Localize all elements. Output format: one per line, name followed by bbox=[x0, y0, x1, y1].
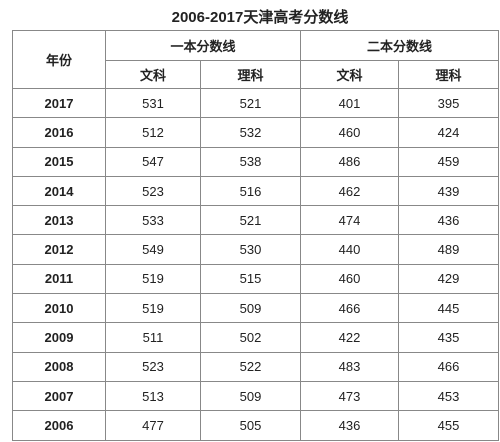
year-cell: 2006 bbox=[12, 410, 106, 441]
score-cell: 453 bbox=[398, 380, 500, 412]
score-cell: 395 bbox=[398, 87, 500, 119]
score-cell: 513 bbox=[105, 380, 201, 412]
group-header: 二本分数线 bbox=[300, 30, 500, 61]
score-cell: 466 bbox=[300, 293, 400, 324]
score-cell: 519 bbox=[105, 293, 201, 324]
score-cell: 532 bbox=[199, 117, 302, 148]
score-cell: 522 bbox=[199, 351, 302, 382]
year-cell: 2016 bbox=[12, 117, 106, 148]
group-header: 一本分数线 bbox=[104, 30, 302, 61]
table-row: 2009 511 502 422 435 bbox=[12, 322, 500, 353]
score-cell: 486 bbox=[300, 146, 400, 177]
score-cell: 439 bbox=[398, 175, 500, 207]
score-cell: 429 bbox=[398, 263, 500, 295]
score-table: 年份 一本分数线 二本分数线 文科 理科 文科 理科 2017 531 521 401… bbox=[12, 30, 500, 441]
table-row: 2017 531 521 401 395 bbox=[12, 87, 500, 119]
score-cell: 436 bbox=[398, 205, 500, 236]
score-cell: 483 bbox=[300, 351, 400, 382]
subject-header: 文科 bbox=[105, 60, 201, 89]
table-row: 2016 512 532 460 424 bbox=[12, 117, 500, 148]
score-cell: 436 bbox=[300, 410, 400, 441]
year-cell: 2010 bbox=[12, 293, 106, 324]
score-cell: 523 bbox=[105, 175, 201, 207]
score-cell: 422 bbox=[300, 322, 400, 353]
table-row: 2010 519 509 466 445 bbox=[12, 293, 500, 324]
score-cell: 455 bbox=[398, 410, 500, 441]
table-row: 2007 513 509 473 453 bbox=[12, 380, 500, 412]
subject-header: 理科 bbox=[398, 60, 500, 89]
table-row: 2014 523 516 462 439 bbox=[12, 175, 500, 207]
score-cell: 424 bbox=[398, 117, 500, 148]
score-cell: 523 bbox=[105, 351, 201, 382]
subject-header: 理科 bbox=[199, 60, 302, 89]
table-row: 2013 533 521 474 436 bbox=[12, 205, 500, 236]
table-row: 2015 547 538 486 459 bbox=[12, 146, 500, 177]
year-cell: 2015 bbox=[12, 146, 106, 177]
score-cell: 474 bbox=[300, 205, 400, 236]
table-row: 2006 477 505 436 455 bbox=[12, 410, 500, 441]
table-body: 2017 531 521 401 395 2016 512 532 460 424 2015 547 5… bbox=[12, 87, 500, 441]
score-cell: 460 bbox=[300, 117, 400, 148]
score-cell: 519 bbox=[105, 263, 201, 295]
score-cell: 459 bbox=[398, 146, 500, 177]
year-cell: 2008 bbox=[12, 351, 106, 382]
score-cell: 521 bbox=[199, 87, 302, 119]
score-cell: 462 bbox=[300, 175, 400, 207]
year-cell: 2011 bbox=[12, 263, 106, 295]
year-cell: 2012 bbox=[12, 234, 106, 265]
score-cell: 516 bbox=[199, 175, 302, 207]
year-cell: 2014 bbox=[12, 175, 106, 207]
score-cell: 473 bbox=[300, 380, 400, 412]
table-row: 2008 523 522 483 466 bbox=[12, 351, 500, 382]
year-header: 年份 bbox=[12, 30, 106, 89]
score-cell: 533 bbox=[105, 205, 201, 236]
table-row: 2011 519 515 460 429 bbox=[12, 263, 500, 295]
subject-header: 文科 bbox=[300, 60, 400, 89]
score-cell: 515 bbox=[199, 263, 302, 295]
score-cell: 530 bbox=[199, 234, 302, 265]
score-cell: 489 bbox=[398, 234, 500, 265]
score-cell: 502 bbox=[199, 322, 302, 353]
score-cell: 505 bbox=[199, 410, 302, 441]
title: 2006-2017天津高考分数线 bbox=[171, 9, 349, 26]
table-row: 2012 549 530 440 489 bbox=[12, 234, 500, 265]
score-cell: 477 bbox=[105, 410, 201, 441]
score-cell: 512 bbox=[105, 117, 201, 148]
score-cell: 547 bbox=[105, 146, 201, 177]
score-cell: 549 bbox=[105, 234, 201, 265]
score-cell: 445 bbox=[398, 293, 500, 324]
score-cell: 509 bbox=[199, 293, 302, 324]
score-cell: 521 bbox=[199, 205, 302, 236]
year-cell: 2007 bbox=[12, 380, 106, 412]
score-cell: 435 bbox=[398, 322, 500, 353]
year-cell: 2017 bbox=[12, 87, 106, 119]
year-cell: 2013 bbox=[12, 205, 106, 236]
score-cell: 531 bbox=[105, 87, 201, 119]
score-cell: 440 bbox=[300, 234, 400, 265]
score-cell: 401 bbox=[300, 87, 400, 119]
year-cell: 2009 bbox=[12, 322, 106, 353]
score-cell: 509 bbox=[199, 380, 302, 412]
score-cell: 466 bbox=[398, 351, 500, 382]
score-cell: 460 bbox=[300, 263, 400, 295]
score-cell: 511 bbox=[105, 322, 201, 353]
score-cell: 538 bbox=[199, 146, 302, 177]
